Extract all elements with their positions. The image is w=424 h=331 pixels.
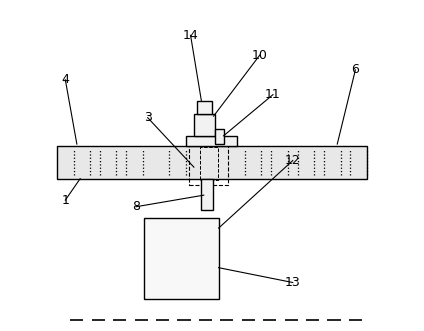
Bar <box>197 101 212 115</box>
Text: 3: 3 <box>144 111 152 124</box>
Text: 13: 13 <box>285 276 301 289</box>
Text: 14: 14 <box>183 29 198 42</box>
Text: 1: 1 <box>61 194 69 207</box>
Bar <box>57 146 367 179</box>
Bar <box>189 141 229 185</box>
Text: 8: 8 <box>132 200 140 213</box>
Bar <box>200 147 218 180</box>
Text: 12: 12 <box>285 154 301 167</box>
Bar <box>194 115 215 136</box>
Bar <box>145 218 219 299</box>
Bar <box>215 129 223 144</box>
Text: 4: 4 <box>61 73 69 86</box>
Bar <box>186 136 237 146</box>
Text: 11: 11 <box>265 88 281 101</box>
Text: 6: 6 <box>351 64 359 76</box>
Text: 10: 10 <box>252 49 268 62</box>
Bar <box>201 179 213 210</box>
